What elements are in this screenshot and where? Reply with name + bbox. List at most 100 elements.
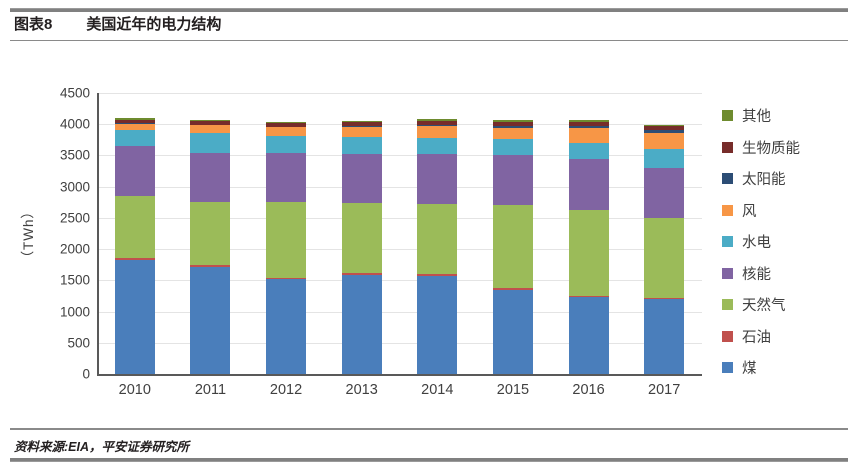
bar-segment-天然气[interactable] — [266, 201, 307, 278]
bar-segment-天然气[interactable] — [568, 209, 609, 296]
bar-segment-核能[interactable] — [417, 153, 458, 204]
bar-segment-生物质能[interactable] — [266, 123, 307, 127]
bar-segment-煤[interactable] — [492, 289, 533, 374]
bar-segment-石油[interactable] — [266, 277, 307, 280]
bar-segment-水电[interactable] — [190, 132, 231, 153]
legend-item-太阳能[interactable]: 太阳能 — [722, 163, 852, 195]
bar-segment-石油[interactable] — [114, 258, 155, 261]
bar-segment-其他[interactable] — [417, 119, 458, 122]
bar-segment-其他[interactable] — [568, 120, 609, 123]
bar-segment-石油[interactable] — [568, 295, 609, 298]
bar-segment-太阳能[interactable] — [341, 126, 382, 127]
bar-segment-核能[interactable] — [644, 168, 685, 219]
stacked-bar[interactable] — [114, 118, 155, 374]
gridline — [99, 124, 702, 126]
bar-segment-水电[interactable] — [644, 149, 685, 169]
legend-item-label: 天然气 — [742, 298, 786, 315]
bar-segment-风[interactable] — [266, 127, 307, 137]
bar-segment-风[interactable] — [568, 128, 609, 143]
legend-item-核能[interactable]: 核能 — [722, 258, 852, 290]
legend-item-天然气[interactable]: 天然气 — [722, 289, 852, 321]
bar-segment-水电[interactable] — [492, 139, 533, 155]
bar-segment-风[interactable] — [492, 127, 533, 140]
bar-segment-太阳能[interactable] — [417, 125, 458, 127]
bar-segment-天然气[interactable] — [341, 203, 382, 274]
bar-segment-生物质能[interactable] — [568, 122, 609, 127]
bar-segment-核能[interactable] — [492, 154, 533, 205]
bar-segment-核能[interactable] — [114, 145, 155, 197]
stacked-bar[interactable] — [417, 119, 458, 374]
bar-segment-生物质能[interactable] — [190, 121, 231, 125]
bar-segment-太阳能[interactable] — [266, 126, 307, 128]
bar-segment-太阳能[interactable] — [568, 126, 609, 129]
bar-segment-天然气[interactable] — [190, 202, 231, 266]
legend-item-生物质能[interactable]: 生物质能 — [722, 132, 852, 164]
bar-segment-水电[interactable] — [341, 137, 382, 154]
page-title: 图表8 美国近年的电力结构 — [14, 13, 221, 34]
bar-segment-风[interactable] — [114, 123, 155, 130]
bar-segment-石油[interactable] — [644, 297, 685, 300]
bar-segment-石油[interactable] — [341, 273, 382, 276]
bar-segment-煤[interactable] — [417, 275, 458, 374]
bar-segment-生物质能[interactable] — [114, 119, 155, 124]
bar-segment-石油[interactable] — [492, 287, 533, 290]
bar-segment-煤[interactable] — [114, 260, 155, 374]
bar-segment-天然气[interactable] — [492, 204, 533, 288]
bar-segment-风[interactable] — [341, 126, 382, 138]
legend-item-煤[interactable]: 煤 — [722, 352, 852, 384]
legend-item-石油[interactable]: 石油 — [722, 321, 852, 353]
bar-segment-煤[interactable] — [190, 267, 231, 374]
stacked-bar[interactable] — [266, 121, 307, 374]
bar-segment-煤[interactable] — [644, 299, 685, 374]
stacked-bar[interactable] — [341, 120, 382, 374]
y-axis-tick-label: 3500 — [59, 147, 90, 163]
bar-segment-太阳能[interactable] — [644, 130, 685, 134]
bar-segment-天然气[interactable] — [644, 218, 685, 298]
bar-segment-核能[interactable] — [568, 159, 609, 210]
chart-canvas: （TWh） 0 500 1000 1500 2000 2500 3000 3500 4000 45… — [0, 50, 858, 425]
bar-segment-天然气[interactable] — [417, 203, 458, 274]
bar-segment-煤[interactable] — [266, 279, 307, 374]
stacked-bar[interactable] — [568, 120, 609, 374]
legend-item-风[interactable]: 风 — [722, 195, 852, 227]
stacked-bar[interactable] — [190, 119, 231, 374]
bar-segment-生物质能[interactable] — [492, 122, 533, 126]
bar-segment-水电[interactable] — [417, 137, 458, 154]
bar-segment-生物质能[interactable] — [644, 126, 685, 131]
bar-segment-风[interactable] — [417, 126, 458, 138]
bar-segment-煤[interactable] — [568, 297, 609, 374]
bar-segment-其他[interactable] — [341, 120, 382, 123]
bar-segment-太阳能[interactable] — [492, 125, 533, 128]
bar-segment-核能[interactable] — [341, 153, 382, 204]
legend-item-水电[interactable]: 水电 — [722, 226, 852, 258]
gridline — [99, 280, 702, 282]
bar-segment-其他[interactable] — [266, 121, 307, 124]
plot-area: 0 500 1000 1500 2000 2500 3000 3500 4000 4500 201… — [60, 86, 702, 398]
x-axis-tick-label: 2010 — [118, 382, 151, 398]
bar-segment-太阳能[interactable] — [190, 124, 231, 126]
bar-segment-天然气[interactable] — [114, 196, 155, 259]
bar-segment-风[interactable] — [190, 125, 231, 133]
bar-segment-核能[interactable] — [190, 152, 231, 203]
bar-segment-生物质能[interactable] — [341, 122, 382, 127]
bar-segment-水电[interactable] — [114, 129, 155, 146]
stacked-bar[interactable] — [644, 124, 685, 374]
bar-segment-核能[interactable] — [266, 153, 307, 202]
bar-segment-水电[interactable] — [568, 142, 609, 160]
bar-segment-风[interactable] — [644, 133, 685, 150]
bar-segment-其他[interactable] — [492, 120, 533, 123]
footer-rule-top — [10, 428, 848, 430]
bar-segment-其他[interactable] — [114, 118, 155, 120]
bar-segment-石油[interactable] — [417, 273, 458, 276]
legend-item-其他[interactable]: 其他 — [722, 100, 852, 132]
bar-segment-煤[interactable] — [341, 275, 382, 374]
bar-segment-其他[interactable] — [644, 124, 685, 127]
x-axis-tick-label: 2012 — [269, 382, 303, 398]
bar-segment-石油[interactable] — [190, 265, 231, 268]
bar-segment-生物质能[interactable] — [417, 121, 458, 126]
stacked-bar[interactable] — [492, 120, 533, 374]
bar-segment-太阳能[interactable] — [114, 123, 155, 124]
bar-segment-水电[interactable] — [266, 136, 307, 154]
y-axis-tick-label: 2500 — [59, 210, 90, 226]
bar-segment-其他[interactable] — [190, 119, 231, 122]
